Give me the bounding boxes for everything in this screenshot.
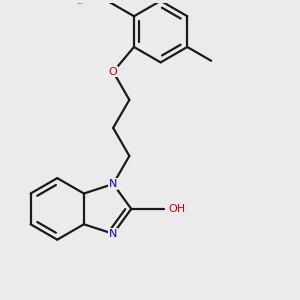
Text: O: O <box>109 67 118 77</box>
Text: N: N <box>109 179 117 189</box>
Text: N: N <box>109 229 117 239</box>
Text: OH: OH <box>168 204 185 214</box>
